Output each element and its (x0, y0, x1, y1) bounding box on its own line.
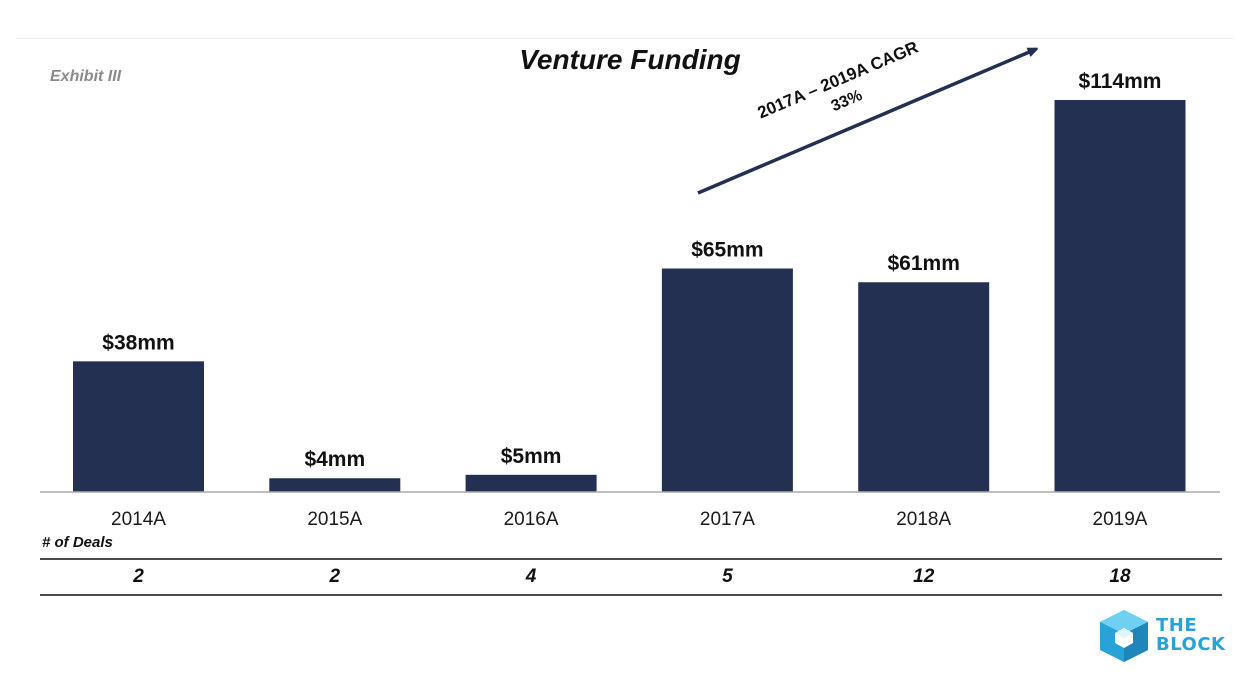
x-tick-2017A: 2017A (700, 509, 755, 530)
deals-2018A: 12 (913, 566, 935, 587)
bars-group (73, 100, 1186, 492)
deals-2019A: 18 (1109, 566, 1131, 587)
bar-2017A (661, 268, 793, 492)
data-label-2016A: $5mm (501, 445, 562, 468)
deals-2016A: 4 (525, 566, 537, 587)
x-tick-2016A: 2016A (504, 509, 559, 530)
bar-2015A (269, 478, 401, 492)
top-rule (16, 38, 1234, 39)
data-label-2017A: $65mm (691, 238, 763, 261)
deals-2014A: 2 (132, 566, 144, 587)
x-tick-2014A: 2014A (111, 509, 166, 530)
chart-title: Venture Funding (0, 44, 1258, 76)
logo-line-2: BLOCK (1156, 634, 1226, 655)
data-label-2014A: $38mm (102, 331, 174, 354)
data-label-2015A: $4mm (304, 448, 365, 471)
logo-line-1: THE (1156, 615, 1198, 636)
data-label-2018A: $61mm (888, 252, 960, 275)
deals-2017A: 5 (722, 566, 733, 587)
x-tick-labels-group: 2014A 2015A 2016A 2017A 2018A 2019A (111, 509, 1148, 530)
exhibit-label: Exhibit III (50, 68, 122, 85)
bar-2019A (1054, 100, 1186, 492)
logo-wordmark: THE BLOCK (1156, 616, 1226, 654)
bar-2016A (465, 474, 597, 492)
the-block-logo: THE BLOCK (1096, 606, 1236, 666)
deals-header: # of Deals (42, 534, 113, 551)
cube-logo-icon (1100, 610, 1148, 662)
cagr-arrow (697, 50, 1034, 195)
data-labels-group: $38mm $4mm $5mm $65mm $61mm $114mm (102, 70, 1161, 471)
x-tick-2018A: 2018A (896, 509, 951, 530)
bar-2018A (858, 282, 990, 492)
chart-title-text: Venture Funding (519, 44, 741, 75)
bar-2014A (73, 361, 204, 492)
x-tick-2015A: 2015A (307, 509, 362, 530)
x-tick-2019A: 2019A (1093, 509, 1148, 530)
deals-2015A: 2 (329, 566, 341, 587)
deals-values-group: 2 2 4 5 12 18 (132, 566, 1131, 587)
data-label-2019A: $114mm (1079, 70, 1162, 93)
